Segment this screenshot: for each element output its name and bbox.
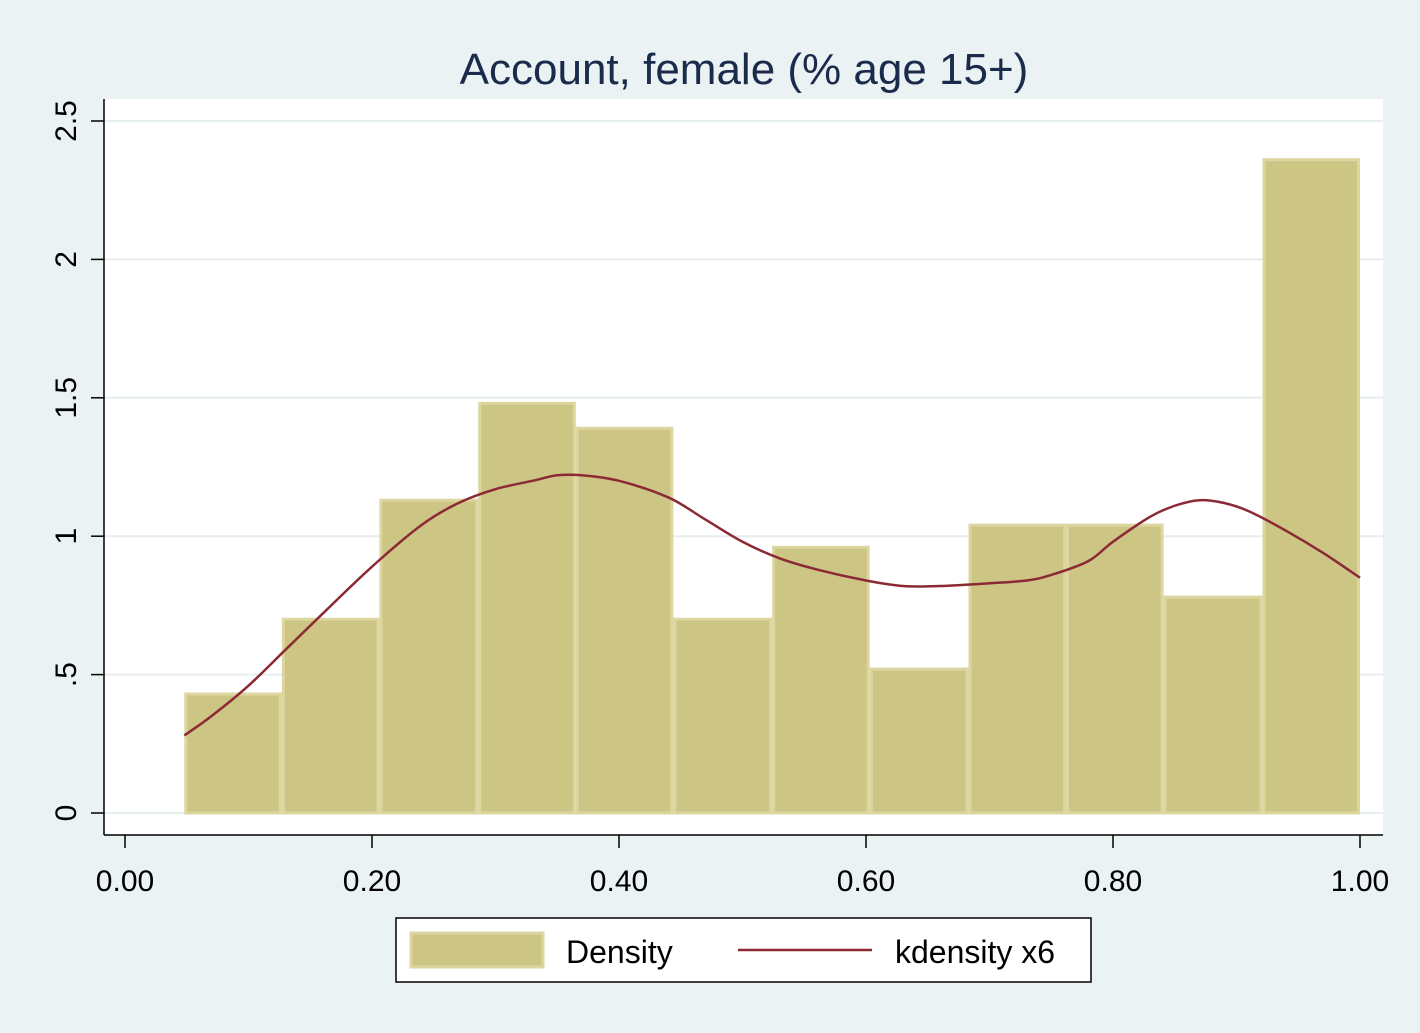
histogram-bar	[673, 617, 773, 815]
histogram-bar	[379, 498, 479, 815]
histogram-bar	[1066, 523, 1164, 815]
x-tick-label: 0.40	[590, 865, 648, 898]
histogram-bar	[281, 617, 380, 815]
legend-swatch-density	[409, 931, 545, 969]
legend: Density kdensity x6	[395, 917, 1092, 983]
histogram-bar	[968, 523, 1067, 815]
histogram-bar	[869, 667, 969, 815]
axes: 0.00 0.20 0.40 0.60 0.80 1.00 0 .5 1 1.5 2 2.5	[50, 99, 1389, 898]
kdensity-line	[183, 473, 1361, 737]
x-tick-label: 1.00	[1331, 865, 1389, 898]
chart-title: Account, female (% age 15+)	[460, 45, 1029, 94]
histogram-bar	[1262, 158, 1361, 815]
legend-label-density: Density	[566, 934, 673, 970]
x-tick-label: 0.20	[343, 865, 401, 898]
legend-label-kdensity: kdensity x6	[895, 934, 1055, 970]
histogram-bars	[184, 158, 1361, 815]
y-tick-label: 2.5	[50, 100, 83, 142]
histogram-bar	[478, 401, 576, 815]
y-tick-label: 1	[50, 528, 83, 545]
y-tick-label: 1.5	[50, 377, 83, 419]
x-tick-label: 0.60	[837, 865, 895, 898]
histogram-bar	[184, 692, 282, 815]
kdensity-line-group	[183, 473, 1361, 737]
y-tick-label: .5	[50, 662, 83, 687]
x-tick-label: 0.00	[96, 865, 154, 898]
histogram-bar	[1163, 595, 1263, 815]
histogram-bar	[772, 545, 870, 815]
x-tick-label: 0.80	[1084, 865, 1142, 898]
y-tick-label: 2	[50, 251, 83, 268]
histogram-bar	[575, 426, 674, 815]
y-tick-label: 0	[50, 805, 83, 822]
